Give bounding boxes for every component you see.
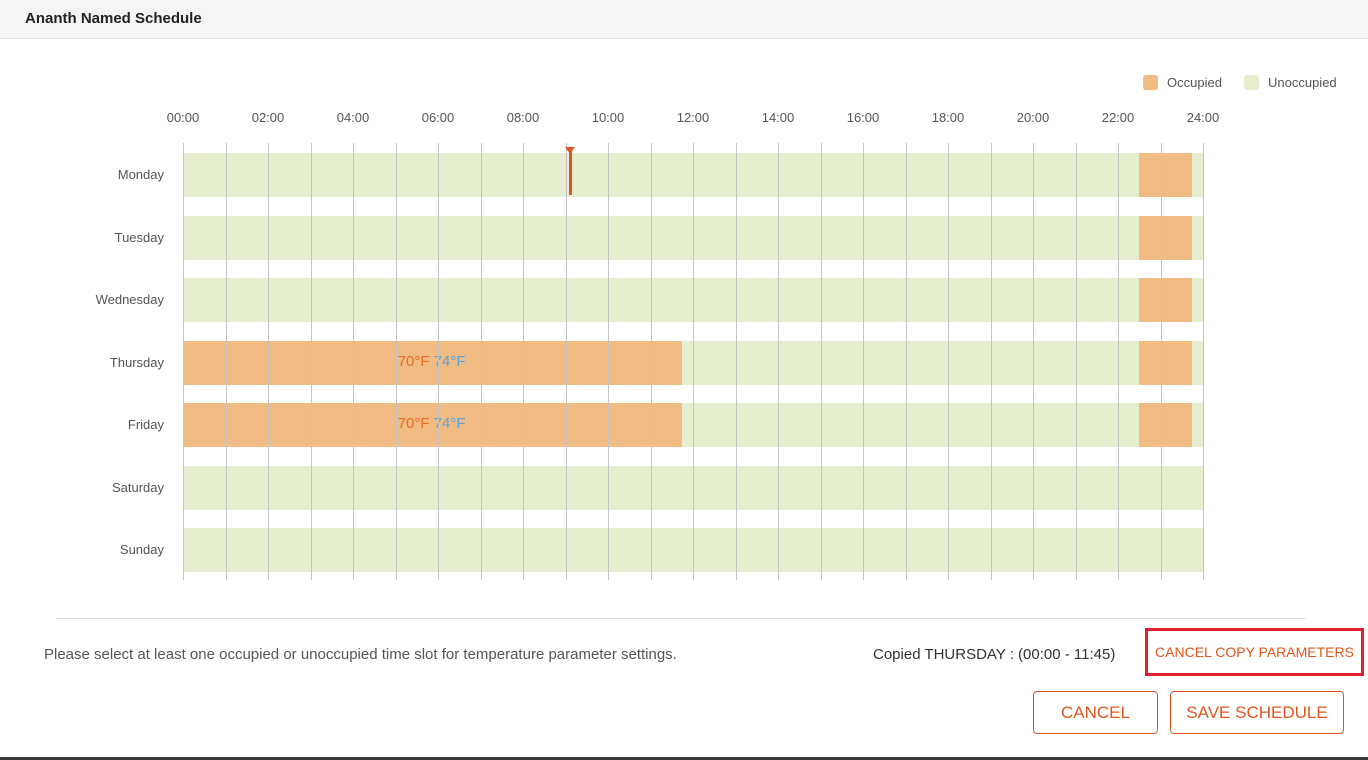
day-label-friday: Friday [127,417,164,432]
hour-label: 16:00 [846,110,880,125]
slot-temperatures: 70°F 74°F [398,353,466,370]
legend-unoccupied-label: Unoccupied [1268,74,1337,90]
legend-occupied: Occupied [1143,73,1222,91]
slot-temperatures: 70°F 74°F [398,415,466,432]
hour-gridline [311,143,312,580]
heating-setpoint: 70°F [397,415,430,432]
copied-status: Copied THURSDAY : (00:00 - 11:45) [873,646,1116,663]
occupied-slot[interactable] [1139,215,1193,260]
footer-divider [56,618,1306,619]
hour-label: 06:00 [421,110,455,125]
cooling-setpoint: 74°F [429,415,466,432]
day-label-thursday: Thursday [109,354,164,370]
hour-label: 00:00 [166,110,200,125]
hour-gridline [991,143,992,580]
legend-occupied-label: Occupied [1167,74,1222,90]
day-label-sunday: Sunday [119,542,164,557]
hour-label: 12:00 [676,110,710,125]
hour-gridline [651,143,652,580]
selection-hint: Please select at least one occupied or u… [44,646,677,663]
unoccupied-swatch [1244,74,1259,90]
hour-gridline [268,143,269,580]
hour-gridline [566,143,567,580]
current-time-marker-cap [564,147,575,154]
dialog-title: Ananth Named Schedule [25,10,202,27]
cooling-setpoint: 74°F [429,352,466,370]
hour-gridline [1033,143,1034,580]
hour-gridline [438,143,439,580]
schedule-grid[interactable]: 70°F 74°F 70°F 74°F [183,143,1204,580]
hour-label: 14:00 [761,110,795,125]
hour-label: 04:00 [336,110,370,125]
hour-gridline [353,143,354,580]
dialog-bottom-edge [0,757,1368,760]
day-label-saturday: Saturday [111,479,164,495]
save-schedule-button[interactable]: SAVE SCHEDULE [1170,691,1344,734]
dialog-header: Ananth Named Schedule [0,0,1368,39]
day-label-wednesday: Wednesday [95,292,164,307]
heating-setpoint: 70°F [397,352,430,370]
hour-gridline [821,143,822,580]
hour-label: 20:00 [1016,110,1050,125]
day-label-monday: Monday [117,167,164,182]
hour-gridline [863,143,864,580]
hour-gridline [1118,143,1119,580]
hour-label: 10:00 [591,110,625,125]
hour-gridline [693,143,694,580]
occupied-slot[interactable] [1139,403,1193,447]
hour-gridline [906,143,907,580]
current-time-marker [568,147,572,195]
hour-label: 18:00 [931,110,965,125]
hour-label: 22:00 [1101,110,1135,125]
legend-unoccupied: Unoccupied [1244,73,1337,91]
hour-gridline [396,143,397,580]
hour-gridline [523,143,524,580]
hour-gridline [736,143,737,580]
hour-label: 24:00 [1186,110,1220,125]
cancel-copy-parameters-link[interactable]: CANCEL COPY PARAMETERS [1145,628,1364,676]
occupied-slot[interactable] [1139,153,1193,197]
hour-label: 08:00 [506,110,540,125]
hour-gridline [481,143,482,580]
hour-gridline [778,143,779,580]
hour-gridline [226,143,227,580]
hour-gridline [1203,143,1204,580]
hour-gridline [1076,143,1077,580]
occupied-slot[interactable] [1139,278,1193,322]
occupied-slot[interactable] [183,403,683,447]
occupied-slot[interactable] [183,340,683,385]
hour-label: 02:00 [251,110,285,125]
occupied-swatch [1143,74,1158,90]
hour-gridline [608,143,609,580]
hour-gridline [1161,143,1162,580]
hour-gridline [183,143,184,580]
occupied-slot[interactable] [1139,340,1193,385]
cancel-button[interactable]: CANCEL [1033,691,1158,734]
day-label-tuesday: Tuesday [114,229,164,245]
hour-gridline [948,143,949,580]
